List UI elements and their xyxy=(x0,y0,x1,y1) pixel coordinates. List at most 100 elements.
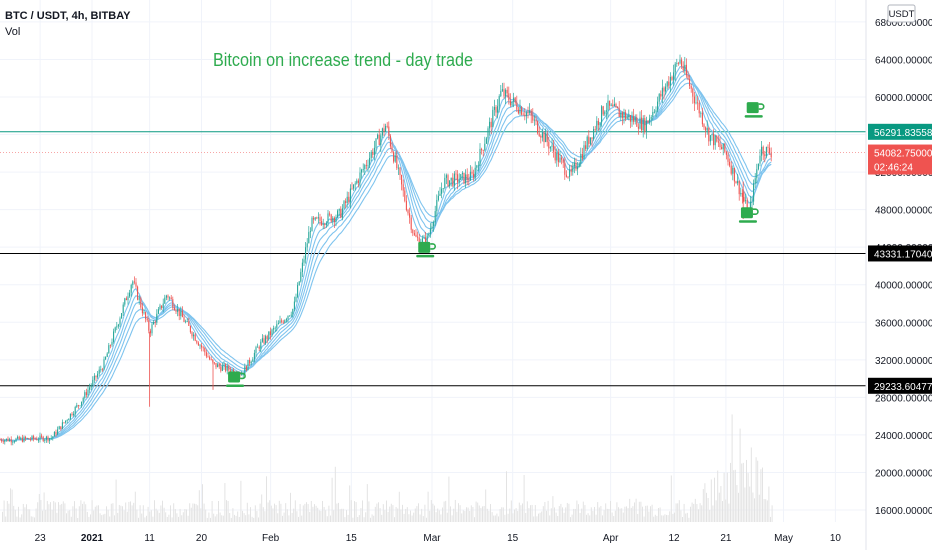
volume-bar xyxy=(570,517,571,522)
candle-body xyxy=(679,59,681,64)
volume-bar xyxy=(499,509,501,522)
volume-bar xyxy=(749,486,751,522)
volume-bar xyxy=(8,503,10,522)
volume-bar xyxy=(710,479,712,522)
volume-bar xyxy=(616,502,618,522)
candle-body xyxy=(610,104,612,106)
candle-body xyxy=(343,201,345,209)
time-axis[interactable]: 23 2021 11 20 Feb 15 Mar 15 Apr 12 21 May 10 xyxy=(35,533,842,544)
candle-body xyxy=(721,147,723,150)
candle-body xyxy=(386,125,388,127)
candle-body xyxy=(605,110,607,112)
volume-bar xyxy=(75,508,77,522)
candle-body xyxy=(567,176,569,178)
candle-body xyxy=(418,237,420,245)
volume-bar xyxy=(267,502,269,522)
x-tick-label: 20 xyxy=(196,533,208,544)
currency-badge[interactable] xyxy=(887,4,916,23)
candle-body xyxy=(404,190,406,201)
volume-bar xyxy=(437,508,439,522)
volume-bar xyxy=(328,505,330,522)
volume-bar xyxy=(195,504,197,522)
candle-body xyxy=(764,154,766,157)
candle-body xyxy=(66,420,68,422)
volume-bar xyxy=(514,509,515,522)
candle-body xyxy=(461,172,463,175)
candle-body xyxy=(642,118,644,131)
candle-body xyxy=(113,331,115,342)
volume-bar xyxy=(744,487,746,522)
candle-body xyxy=(604,111,606,115)
volume-bar xyxy=(307,504,309,522)
volume-bar xyxy=(310,500,312,522)
horizontal-lines[interactable] xyxy=(0,131,866,387)
candle-body xyxy=(191,332,193,337)
candle-body xyxy=(47,436,49,441)
candle-body xyxy=(649,118,651,123)
volume-bar xyxy=(374,506,376,522)
volume-bar xyxy=(19,517,21,522)
candle-body xyxy=(717,141,719,143)
coffee-markers[interactable] xyxy=(226,102,765,387)
volume-bars xyxy=(2,414,773,522)
volume-bar xyxy=(282,515,283,522)
volume-bar xyxy=(408,514,410,522)
candle-body xyxy=(359,172,361,183)
volume-bar xyxy=(221,515,223,522)
volume-bar xyxy=(386,500,387,522)
coffee-icon[interactable] xyxy=(738,207,759,223)
candle-body xyxy=(511,101,513,106)
volume-bar xyxy=(715,500,717,522)
candle-body xyxy=(82,398,84,402)
candle-body xyxy=(226,366,228,371)
volume-bar xyxy=(714,477,715,522)
candle-body xyxy=(260,341,262,349)
volume-bar xyxy=(339,509,341,522)
volume-bar xyxy=(523,474,525,522)
candle-body xyxy=(537,121,539,134)
candle-body xyxy=(591,137,593,140)
volume-bar xyxy=(186,509,187,522)
volume-bar xyxy=(443,501,445,522)
candle-body xyxy=(247,359,249,371)
candle-body xyxy=(698,102,700,114)
volume-bar xyxy=(259,503,261,522)
volume-bar xyxy=(518,502,520,522)
candle-body xyxy=(441,188,443,194)
volume-bar xyxy=(38,494,40,522)
candle-body xyxy=(263,338,265,344)
volume-bar xyxy=(442,507,443,522)
volume-bar xyxy=(3,500,5,522)
candle-body xyxy=(15,438,17,442)
volume-bar xyxy=(560,503,562,522)
coffee-icon[interactable] xyxy=(416,241,437,258)
candle-body xyxy=(42,436,44,441)
candle-body xyxy=(381,128,383,136)
candle-body xyxy=(741,193,743,198)
volume-bar xyxy=(5,516,7,522)
y-tick-label: 28000.000000 xyxy=(875,393,932,404)
candle-body xyxy=(71,413,73,416)
volume-bar xyxy=(448,476,450,522)
volume-bar xyxy=(352,517,354,522)
candle-body xyxy=(668,81,670,86)
candle-body xyxy=(169,297,171,299)
coffee-icon[interactable] xyxy=(744,102,765,118)
candle-body xyxy=(33,436,35,439)
coffee-icon[interactable] xyxy=(226,371,246,387)
volume-bar xyxy=(397,508,399,522)
candle-body xyxy=(527,112,529,114)
volume-bar xyxy=(477,502,479,522)
annotation-text[interactable]: Bitcoin on increase trend - day trade xyxy=(213,50,473,70)
volume-bar xyxy=(83,501,85,522)
volume-bar xyxy=(435,512,437,522)
volume-bar xyxy=(502,507,504,522)
candle-body xyxy=(756,169,758,179)
volume-bar xyxy=(94,506,96,522)
candle-body xyxy=(482,150,484,151)
candle-body xyxy=(245,366,247,371)
candle-body xyxy=(693,96,695,104)
volume-bar xyxy=(490,504,491,522)
volume-bar xyxy=(219,512,221,522)
